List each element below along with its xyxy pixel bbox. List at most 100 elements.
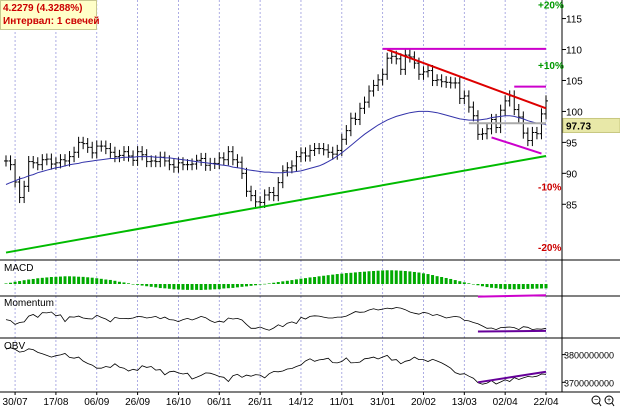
macd-bar [235,284,239,288]
macd-bar [222,284,226,289]
macd-bar [526,284,530,289]
macd-divergence-line [477,294,547,298]
macd-bar [226,284,230,289]
trendline-support[interactable] [5,155,547,254]
macd-bar [22,280,26,284]
macd-bar [117,281,121,284]
macd-bar [136,284,140,285]
macd-bar [95,278,99,284]
macd-bar [462,282,466,284]
price-tick-label: 110 [566,46,582,57]
obv-divergence-line [477,370,547,384]
macd-bar [431,275,435,284]
macd-bar [403,270,407,284]
macd-bar [485,284,489,288]
macd-bar [412,271,416,284]
macd-bar [385,270,389,284]
macd-bar [399,270,403,284]
x-tick-label: 06/11 [207,397,232,408]
x-tick-label: 17/08 [43,397,68,408]
macd-bar [421,273,425,284]
macd-bar [521,284,525,290]
macd-bar [231,284,235,288]
price-tick-label: 85 [566,200,578,211]
macd-bar [294,279,298,284]
macd-bar [158,284,162,289]
macd-bar [476,284,480,286]
macd-bar [72,276,76,284]
macd-bar [376,270,380,284]
info-box: 4.2279 (4.3288%) Интервал: 1 свечей [0,0,100,30]
macd-bar [131,284,135,285]
macd-bar [40,277,44,284]
trendline-lower-channel[interactable] [491,136,542,155]
percent-level-label: -10% [538,182,561,193]
macd-bar [163,284,167,289]
macd-bar [263,283,267,285]
macd-bar [539,284,543,289]
macd-bar [181,284,185,290]
macd-bar [340,273,344,284]
trendline-resistance[interactable] [386,48,547,110]
macd-bar [308,277,312,284]
x-tick-label: 26/11 [248,397,273,408]
macd-bar [417,272,421,284]
macd-bar [372,270,376,284]
macd-bar [90,277,94,284]
x-tick-label: 06/09 [84,397,109,408]
macd-bar [240,284,244,287]
x-tick-label: 11/01 [330,397,355,408]
macd-bar [381,270,385,284]
macd-bar [408,271,412,284]
percent-level-label: +10% [538,61,564,72]
macd-bar [245,284,249,287]
obv-tick-label: 3800000000 [564,351,614,361]
macd-bar [13,281,17,284]
macd-bar [503,284,507,290]
macd-bar [186,284,190,290]
macd-bar [99,278,103,284]
macd-bar [122,282,126,284]
macd-bar [444,277,448,284]
macd-bar [480,284,484,287]
macd-bar [349,272,353,284]
macd-bar [367,271,371,284]
interval-text: Интервал: 1 свечей [3,16,100,27]
macd-bar [167,284,171,289]
macd-bar [77,276,81,284]
macd-bar [154,284,158,288]
x-tick-label: 31/01 [370,397,395,408]
macd-bar [9,282,13,284]
macd-bar [358,271,362,284]
macd-bar [258,284,262,285]
momentum-divergence-line [477,329,547,333]
macd-bar [517,284,521,290]
macd-bar [490,284,494,288]
macd-bar [290,280,294,284]
svg-text:−: − [594,397,598,404]
macd-bar [140,284,144,286]
obv-tick-label: 3700000000 [564,378,614,388]
macd-bar [344,273,348,284]
macd-bar [249,284,253,286]
momentum-label: Momentum [4,298,54,309]
last-price-tag [562,117,620,133]
macd-bar [331,274,335,284]
macd-bar [145,284,149,287]
macd-bar [199,284,203,291]
momentum-line [5,307,547,331]
zoom-in-icon[interactable]: + [604,395,615,407]
macd-bar [113,280,117,284]
price-tick-label: 100 [566,107,583,118]
zoom-out-icon[interactable]: − [591,395,602,407]
macd-bar [27,279,31,284]
macd-bar [208,284,212,290]
macd-bar [458,281,462,284]
macd-bar [204,284,208,290]
macd-bar [127,283,131,284]
macd-bar [36,278,40,284]
x-tick-label: 30/07 [3,397,28,408]
macd-bar [190,284,194,290]
